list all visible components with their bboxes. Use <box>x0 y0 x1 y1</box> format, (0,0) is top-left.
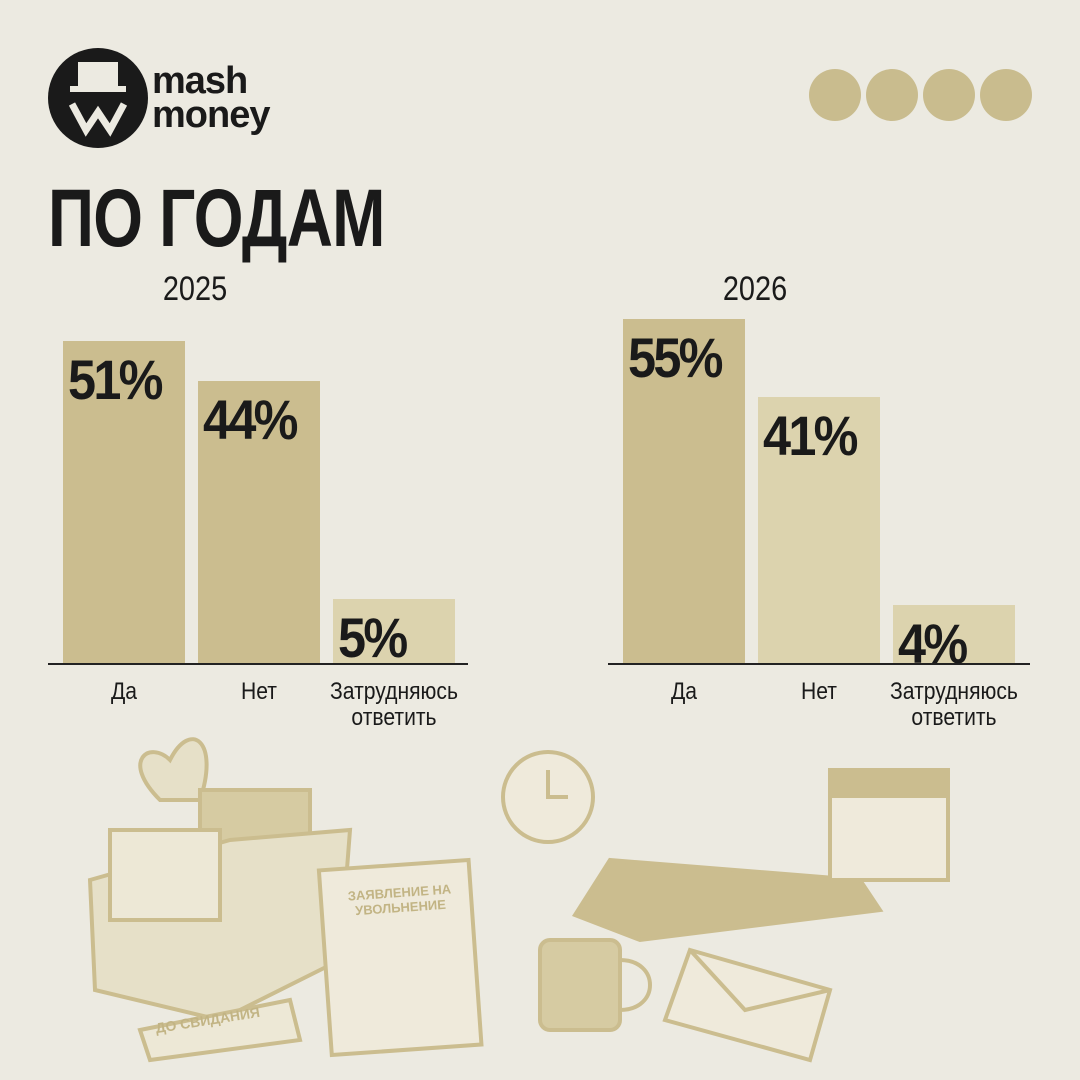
chart-title: 2025 <box>162 270 228 308</box>
value-label: 55% <box>628 326 723 389</box>
baseline <box>608 663 1030 665</box>
brand-line: mash <box>152 60 248 102</box>
page-title: ПО ГОДАМ <box>48 173 385 264</box>
brand-line: money <box>152 94 270 136</box>
category-label: Затрудняюсь ответить <box>330 678 458 731</box>
value-label: 4% <box>898 611 968 675</box>
value-label: 5% <box>338 606 408 669</box>
category-label: Нет <box>801 678 837 705</box>
bar <box>198 380 320 663</box>
value-label: 41% <box>763 404 858 468</box>
bar <box>623 319 745 663</box>
category-label: Да <box>670 678 698 705</box>
value-label: 44% <box>203 387 298 451</box>
value-label: 51% <box>68 348 163 412</box>
category-label: Да <box>110 678 138 705</box>
baseline <box>48 663 468 665</box>
bar <box>893 604 1015 663</box>
category-label: Нет <box>241 678 277 705</box>
category-label: Затрудняюсь ответить <box>890 678 1018 731</box>
bar <box>333 599 455 663</box>
bar <box>63 341 185 663</box>
chart-title: 2026 <box>722 270 788 308</box>
bar <box>758 397 880 663</box>
